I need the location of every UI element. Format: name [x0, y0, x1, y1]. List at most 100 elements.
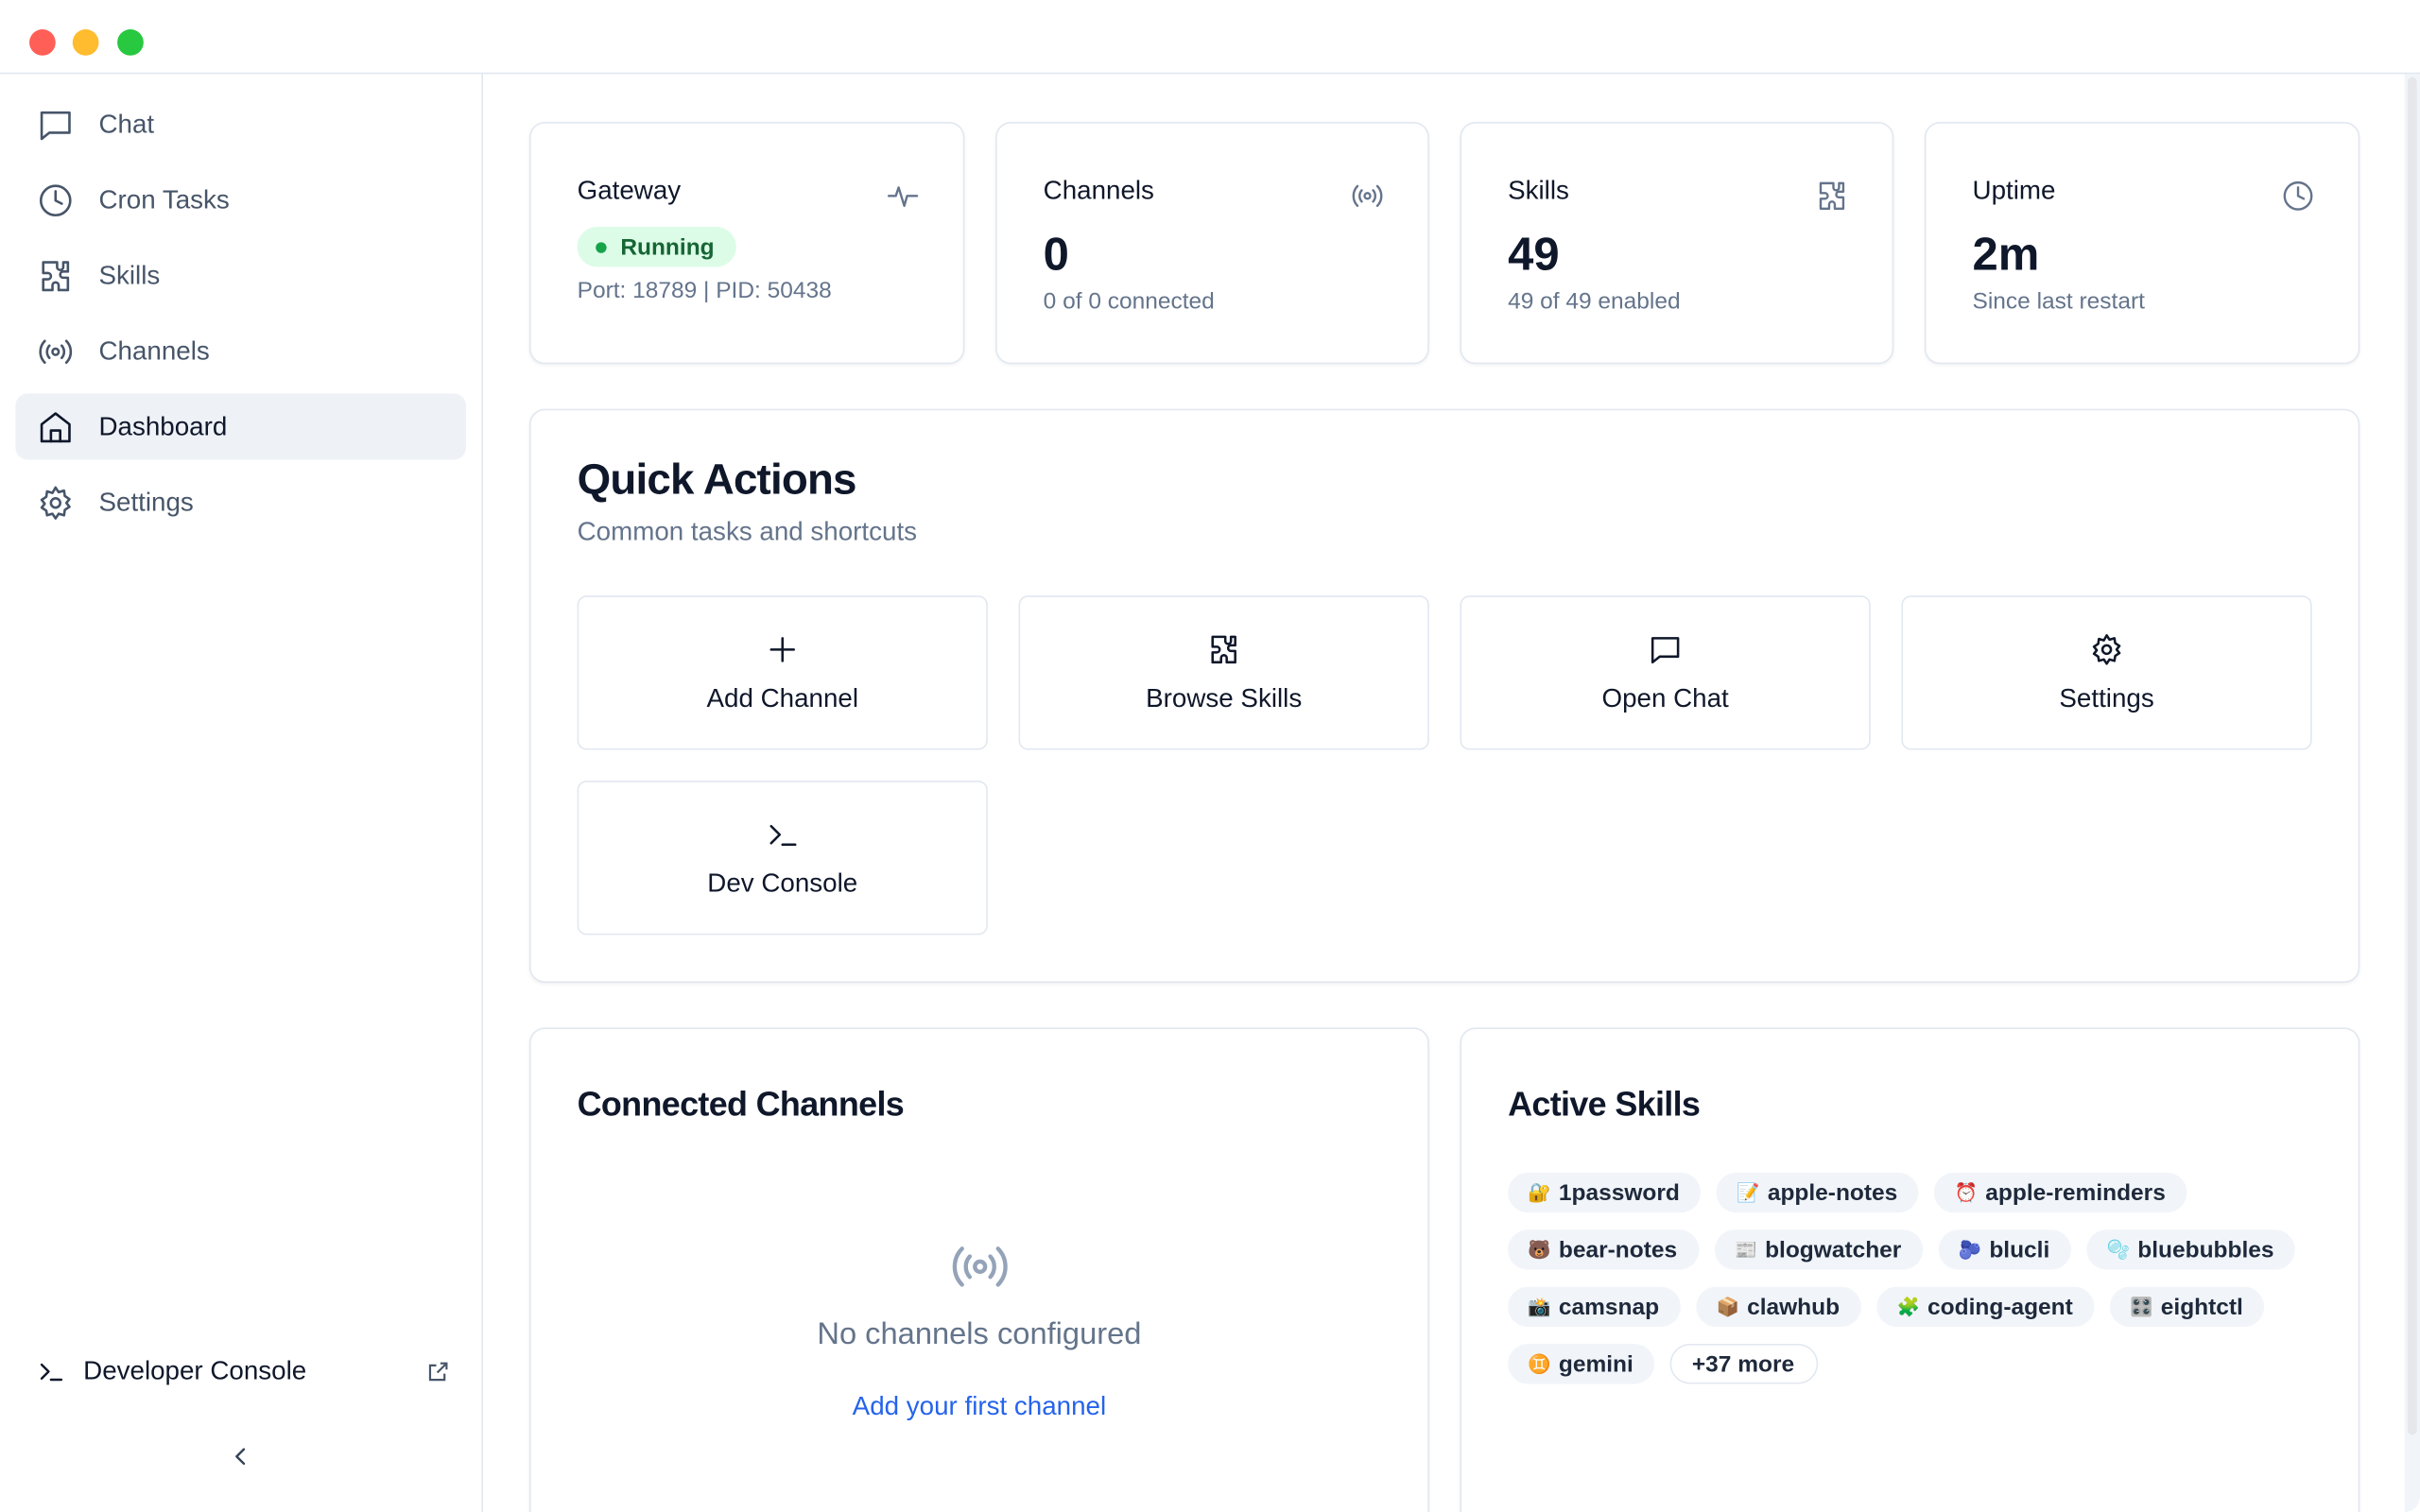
open-chat-button[interactable]: Open Chat: [1460, 595, 1871, 750]
skill-emoji-icon: 📝: [1737, 1181, 1760, 1204]
skill-emoji-icon: 🫧: [2106, 1239, 2131, 1261]
skill-chip[interactable]: 📝 apple-notes: [1717, 1172, 1920, 1213]
gateway-detail: Port: 18789 | PID: 50438: [577, 277, 832, 304]
radio-icon: [1352, 184, 1383, 208]
gear-icon: [40, 485, 71, 520]
empty-state-text: No channels configured: [817, 1317, 1142, 1352]
skill-name: apple-reminders: [1985, 1179, 2166, 1206]
skill-chip[interactable]: 🎛️ eightctl: [2109, 1286, 2265, 1328]
skill-chip[interactable]: 📰 blogwatcher: [1714, 1229, 1924, 1270]
maximize-window-button[interactable]: [117, 29, 144, 56]
sidebar-item-label: Channels: [98, 335, 210, 366]
gateway-card: Gateway Running Port: 18789 | PID: 50438: [528, 121, 965, 365]
title-bar: [0, 0, 2420, 75]
chevron-left-icon: [235, 1448, 246, 1466]
puzzle-icon: [1819, 181, 1845, 211]
active-skills-title: Active Skills: [1508, 1084, 1701, 1124]
skills-sub: 49 of 49 enabled: [1508, 288, 1681, 316]
chat-icon: [1651, 636, 1680, 663]
skill-emoji-icon: 🧩: [1896, 1296, 1920, 1318]
quick-actions-title: Quick Actions: [577, 455, 857, 504]
collapse-sidebar-button[interactable]: [225, 1438, 256, 1475]
sidebar-item-label: Dashboard: [98, 411, 228, 441]
skill-emoji-icon: ⏰: [1954, 1181, 1979, 1204]
more-skills-chip[interactable]: +37 more: [1670, 1344, 1818, 1384]
uptime-sub: Since last restart: [1972, 288, 2145, 316]
sidebar-item-label: Skills: [98, 260, 161, 290]
plus-icon: [769, 636, 795, 662]
sidebar-item-skills[interactable]: Skills: [15, 242, 466, 308]
skill-emoji-icon: 🔐: [1528, 1181, 1551, 1204]
connected-channels-title: Connected Channels: [577, 1084, 905, 1124]
chat-icon: [40, 111, 71, 140]
skill-name: gemini: [1558, 1350, 1634, 1378]
sidebar: Chat Cron Tasks Skills Channels Dashboar…: [0, 74, 484, 1512]
dashboard-main: Gateway Running Port: 18789 | PID: 50438…: [484, 75, 2405, 1512]
puzzle-icon: [1211, 634, 1236, 663]
skill-chip[interactable]: 📸 camsnap: [1508, 1286, 1681, 1328]
status-text: Running: [620, 233, 715, 261]
skill-name: bluebubbles: [2137, 1236, 2274, 1263]
skill-emoji-icon: 🎛️: [2130, 1296, 2153, 1318]
sidebar-item-label: Cron Tasks: [98, 184, 230, 215]
activity-icon: [887, 186, 919, 208]
skill-chip[interactable]: 🫧 bluebubbles: [2086, 1229, 2296, 1270]
settings-button[interactable]: Settings: [1901, 595, 2312, 750]
developer-console-link[interactable]: Developer Console: [37, 1353, 451, 1390]
skill-chip[interactable]: ♊ gemini: [1508, 1344, 1655, 1384]
skill-chip[interactable]: 🔐 1password: [1508, 1172, 1702, 1213]
skill-chip-list: 🔐 1password 📝 apple-notes ⏰ apple-reminders 🐻 b…: [1508, 1172, 2342, 1384]
dev-console-button[interactable]: Dev Console: [577, 781, 988, 936]
skill-chip[interactable]: 🫐 blucli: [1938, 1229, 2072, 1270]
channels-label: Channels: [1043, 176, 1154, 206]
sidebar-item-label: Chat: [98, 109, 155, 139]
developer-console-label: Developer Console: [83, 1356, 307, 1386]
skill-emoji-icon: 📸: [1528, 1296, 1551, 1318]
quick-actions-card: Quick Actions Common tasks and shortcuts…: [528, 408, 2360, 983]
browse-skills-button[interactable]: Browse Skills: [1018, 595, 1429, 750]
active-skills-card: Active Skills 🔐 1password 📝 apple-notes ⏰ app…: [1460, 1027, 2360, 1512]
clock-icon: [2283, 180, 2313, 211]
add-channel-button[interactable]: Add Channel: [577, 595, 988, 750]
skill-emoji-icon: ♊: [1528, 1352, 1551, 1375]
close-window-button[interactable]: [29, 29, 56, 56]
skill-chip[interactable]: 📦 clawhub: [1696, 1286, 1861, 1328]
skill-chip[interactable]: ⏰ apple-reminders: [1934, 1172, 2187, 1213]
skills-label: Skills: [1508, 176, 1569, 206]
gateway-label: Gateway: [577, 176, 682, 206]
status-badge: Running: [577, 226, 736, 267]
channels-count: 0: [1043, 230, 1069, 282]
skill-name: 1password: [1558, 1179, 1680, 1206]
skill-emoji-icon: 🫐: [1958, 1239, 1982, 1261]
skill-name: eightctl: [2160, 1293, 2243, 1320]
terminal-icon: [40, 1363, 63, 1382]
sidebar-item-dashboard[interactable]: Dashboard: [15, 393, 467, 460]
puzzle-icon: [42, 260, 70, 291]
skill-name: blogwatcher: [1765, 1236, 1902, 1263]
sidebar-item-label: Settings: [98, 487, 194, 517]
skills-count: 49: [1508, 230, 1560, 282]
uptime-card: Uptime 2m Since last restart: [1924, 121, 2360, 365]
radio-icon: [952, 1246, 1008, 1287]
sidebar-item-channels[interactable]: Channels: [15, 318, 466, 384]
sidebar-item-settings[interactable]: Settings: [15, 469, 466, 535]
skill-chip[interactable]: 🧩 coding-agent: [1876, 1286, 2095, 1328]
scrollbar[interactable]: [2404, 74, 2420, 1512]
uptime-value: 2m: [1972, 230, 2040, 282]
sidebar-item-cron-tasks[interactable]: Cron Tasks: [15, 166, 466, 232]
minimize-window-button[interactable]: [72, 29, 99, 56]
button-label: Browse Skills: [1146, 682, 1303, 713]
skill-emoji-icon: 🐻: [1528, 1239, 1551, 1261]
connected-channels-card: Connected Channels No channels configure…: [528, 1027, 1429, 1512]
channels-card: Channels 0 0 of 0 connected: [995, 121, 1429, 365]
add-first-channel-link[interactable]: Add your first channel: [852, 1391, 1107, 1421]
clock-icon: [39, 183, 72, 216]
skills-card: Skills 49 49 of 49 enabled: [1460, 121, 1894, 365]
home-icon: [40, 411, 71, 442]
skill-name: bear-notes: [1558, 1236, 1678, 1263]
channels-sub: 0 of 0 connected: [1043, 288, 1215, 316]
skill-emoji-icon: 📦: [1716, 1296, 1739, 1318]
sidebar-item-chat[interactable]: Chat: [15, 91, 466, 157]
uptime-label: Uptime: [1972, 176, 2056, 206]
skill-chip[interactable]: 🐻 bear-notes: [1508, 1229, 1699, 1270]
